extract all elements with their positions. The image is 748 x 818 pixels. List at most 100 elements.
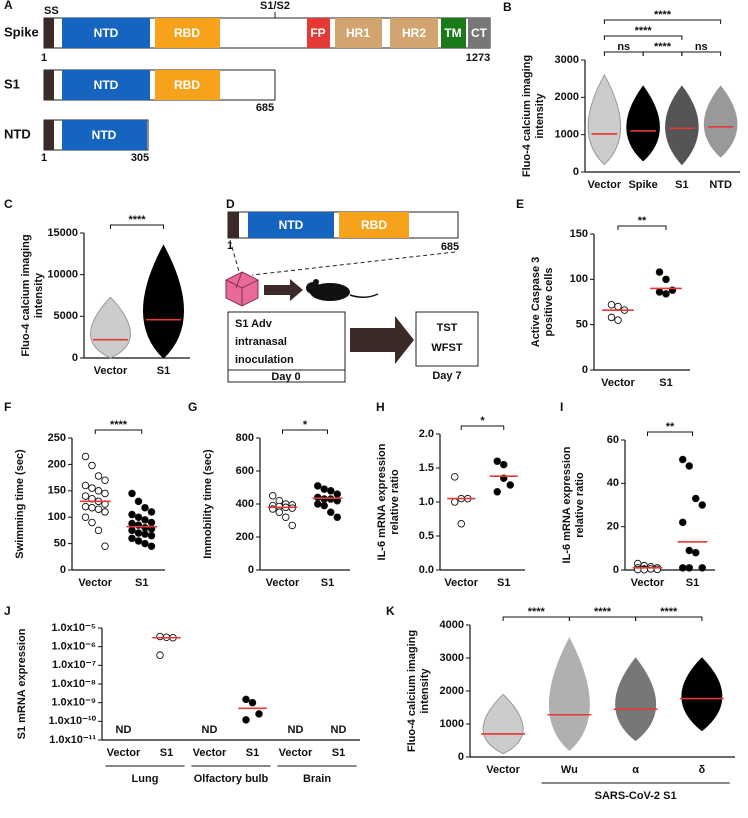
y-axis-label: Immobility time (sec) [202,449,214,559]
x-tick-label: Vector [193,747,227,759]
data-point [141,516,149,524]
domain-label: RBD [361,218,387,232]
x-tick-label: Wu [561,764,578,776]
domain-label: CT [471,26,488,40]
data-point [314,493,322,502]
x-tick-label: Vector [486,764,520,776]
swarm [626,85,660,162]
swarm [681,657,723,732]
panel-letter: I [560,400,563,414]
y-tick-label: 1.0x10⁻⁷ [52,659,96,671]
nd-label: ND [116,724,132,736]
significance-bracket [603,19,722,24]
data-point [134,497,143,506]
x-tick-label: S1 [332,747,345,759]
x-tick-label: Vector [279,747,313,759]
y-tick-label: 150 [570,228,588,240]
data-point [614,316,622,324]
data-point [147,518,156,527]
residue-label: 1 [41,152,47,164]
data-point [493,457,502,465]
panel-letter: J [4,604,11,618]
x-tick-label: Vector [266,577,300,589]
y-axis-label: Active Caspase 3 [530,257,542,348]
significance-bracket [617,225,667,230]
x-tick-label: Vector [94,365,128,377]
data-point [662,290,670,298]
residue-label: 685 [256,102,274,114]
data-point [451,473,459,481]
y-tick-label: 2000 [440,685,464,697]
data-point [451,498,459,506]
data-point [282,513,290,521]
residue-label: 1273 [466,52,490,64]
data-point [614,302,622,311]
data-point [81,513,90,521]
significance-label: **** [594,606,612,618]
significance-label: **** [110,419,128,431]
data-point [662,275,670,284]
data-point [327,508,335,517]
y-tick-label: 3000 [440,652,464,664]
data-point [607,313,616,322]
group-label: Lung [132,773,159,785]
x-tick-label: Vector [78,577,112,589]
y-tick-label: 1.0x10⁻¹¹ [49,734,96,746]
data-point [493,488,502,496]
y-axis-label: intensity [534,93,546,139]
y-tick-label: 2.0 [419,428,434,440]
data-point [692,494,700,503]
x-tick-label: S1 [246,747,259,759]
data-point [101,542,109,550]
data-point [288,504,297,512]
y-axis-label: relative ratio [574,472,586,538]
y-tick-label: 4000 [440,619,464,631]
y-tick-label: 0 [573,166,579,178]
x-tick-label: Spike [628,179,657,191]
y-axis-label: IL-6 mRNA expression [376,443,388,560]
domain-label: NTD [94,26,119,40]
data-point [88,484,96,492]
row-name: Spike [4,24,39,39]
panel-letter: B [503,0,512,14]
panel-letter: K [386,604,395,618]
y-tick-label: 50 [54,538,66,550]
domain-label: NTD [94,78,119,92]
data-point [288,521,297,530]
x-tick-label: S1 [497,577,510,589]
nd-label: ND [202,724,218,736]
data-point [314,482,322,490]
row-name: S1 [4,76,20,91]
significance-bracket [603,35,683,40]
arrow [264,279,303,301]
x-tick-label: S1 [135,577,148,589]
data-point [81,492,90,500]
data-point [81,502,90,511]
box-text: intranasal [235,336,287,348]
domain [155,70,220,100]
data-point [698,501,707,509]
significance-label: **** [654,9,672,21]
mouse-icon [306,279,379,301]
data-point [679,564,687,572]
panel-a: A SS S1/S2 Spike NTD RBD FP HR1 HR2 TM C… [4,0,491,164]
y-tick-label: 600 [236,465,254,477]
y-tick-label: 10000 [47,269,78,281]
data-point [506,481,515,489]
data-point [314,500,322,508]
y-tick-label: 800 [236,432,254,444]
x-tick-label: Vector [601,377,635,389]
domain [62,120,147,150]
signal-peptide [44,120,54,150]
y-axis-label: Fluo-4 calcium imaging [521,55,533,177]
group-label: Olfactory bulb [194,773,269,785]
x-tick-label: NTD [709,179,732,191]
data-point [156,632,164,641]
y-tick-label: 400 [236,498,254,510]
y-tick-label: 1000 [440,718,464,730]
data-point [141,524,149,532]
data-point [607,300,616,309]
y-tick-label: 1.0x10⁻¹⁰ [48,715,96,727]
swarm [703,85,738,158]
significance-label: * [480,415,485,427]
